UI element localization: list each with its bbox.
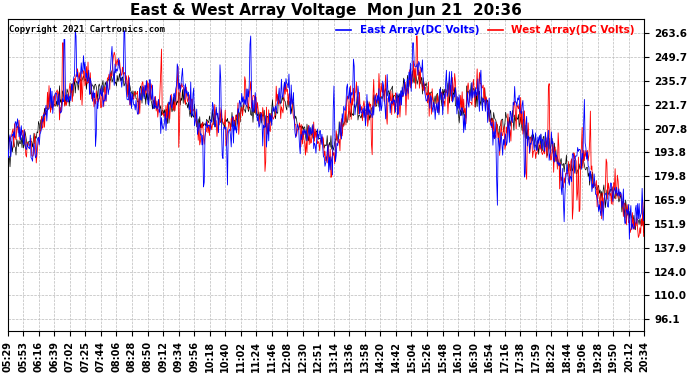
Title: East & West Array Voltage  Mon Jun 21  20:36: East & West Array Voltage Mon Jun 21 20:… [130,3,522,18]
Legend: East Array(DC Volts), West Array(DC Volts): East Array(DC Volts), West Array(DC Volt… [332,21,639,39]
Text: Copyright 2021 Cartronics.com: Copyright 2021 Cartronics.com [9,25,165,34]
